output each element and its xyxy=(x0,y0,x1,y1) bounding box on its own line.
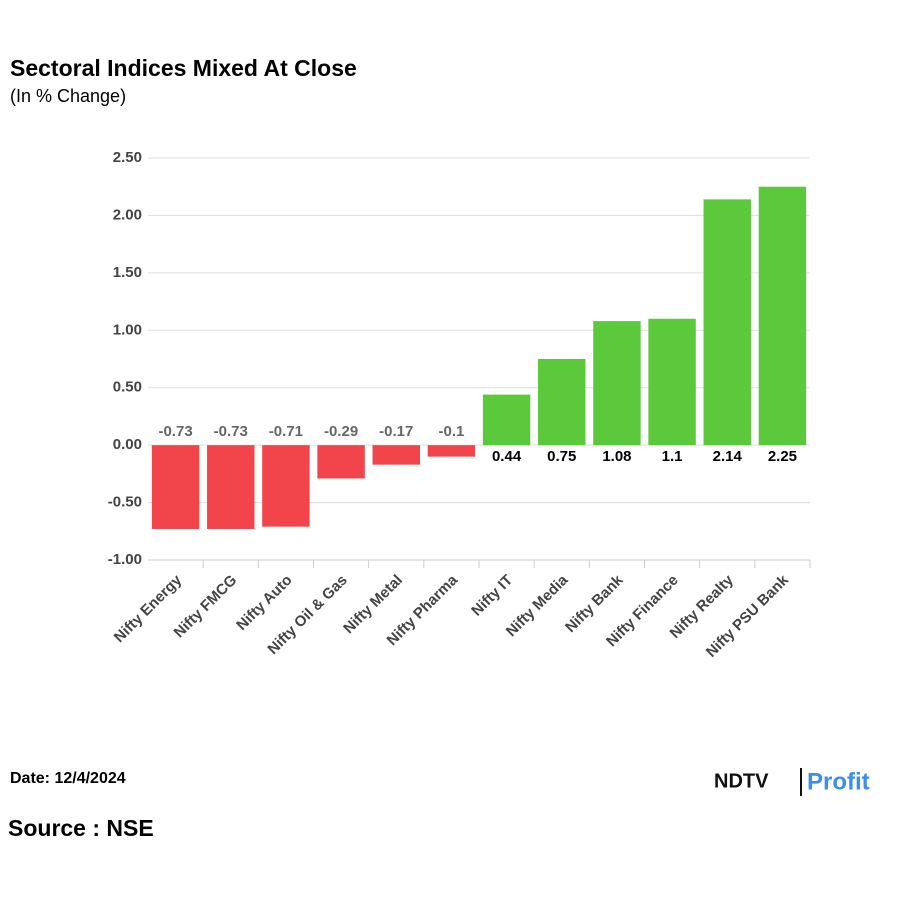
bar xyxy=(482,394,531,446)
y-tick-label: 0.50 xyxy=(113,379,142,396)
bar xyxy=(151,445,200,529)
y-tick-label: 1.50 xyxy=(113,264,142,281)
value-label: 0.75 xyxy=(547,448,576,465)
bar xyxy=(648,318,696,446)
bar xyxy=(703,199,751,446)
value-label: 0.44 xyxy=(492,448,522,465)
bar xyxy=(593,321,641,446)
value-label: -0.29 xyxy=(324,423,358,440)
logo-product: Profit xyxy=(807,768,870,795)
value-label: -0.17 xyxy=(379,423,413,440)
y-tick-label: -0.50 xyxy=(108,494,142,511)
source: Source : NSE xyxy=(8,815,154,841)
value-label: -0.73 xyxy=(158,423,192,440)
value-label: 2.14 xyxy=(713,448,743,465)
value-label: 2.25 xyxy=(768,448,797,465)
bar xyxy=(207,445,255,529)
value-label: -0.1 xyxy=(438,423,464,440)
bar xyxy=(538,359,586,446)
y-tick-label: -1.00 xyxy=(108,551,142,568)
x-tick-label: Nifty Energy xyxy=(111,571,186,646)
bar xyxy=(372,445,420,465)
bar xyxy=(262,445,310,527)
bar xyxy=(317,445,365,479)
y-tick-label: 2.00 xyxy=(113,206,142,223)
chart-subtitle: (In % Change) xyxy=(10,86,126,106)
bar xyxy=(758,186,807,446)
x-tick-label: Nifty IT xyxy=(468,572,516,620)
y-tick-label: 1.00 xyxy=(113,321,142,338)
date: Date: 12/4/2024 xyxy=(10,770,126,787)
value-label: 1.08 xyxy=(602,448,631,465)
value-label: -0.73 xyxy=(214,423,248,440)
value-label: 1.1 xyxy=(662,448,683,465)
value-label: -0.71 xyxy=(269,423,303,440)
chart-title: Sectoral Indices Mixed At Close xyxy=(10,55,357,81)
logo-brand: NDTV xyxy=(714,770,769,792)
y-tick-label: 2.50 xyxy=(113,149,142,166)
bar xyxy=(427,445,476,457)
y-tick-label: 0.00 xyxy=(113,436,142,453)
